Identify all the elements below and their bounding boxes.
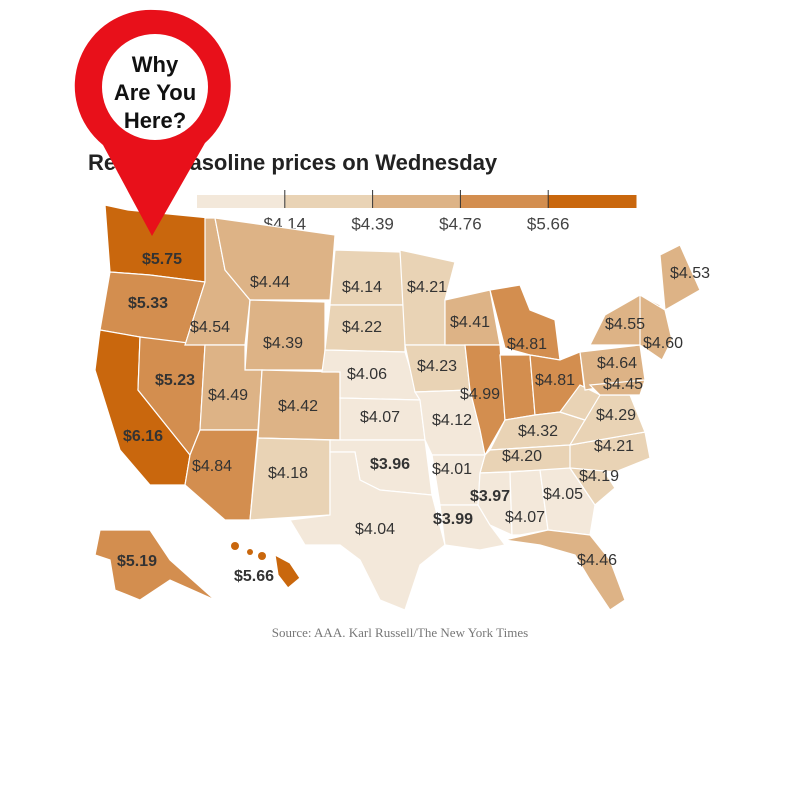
- pin: Why Are You Here?: [74, 9, 231, 236]
- state-label: $4.53: [670, 265, 710, 282]
- state-label: $5.23: [155, 372, 195, 389]
- state-label: $4.21: [407, 279, 447, 296]
- state-label: $6.16: [123, 428, 163, 445]
- state-label: $4.39: [263, 335, 303, 352]
- state-label: $4.45: [603, 376, 643, 393]
- state-label: $4.07: [505, 509, 545, 526]
- state-label: $4.12: [432, 412, 472, 429]
- island: [258, 552, 266, 560]
- source: Source: AAA. Karl Russell/The New York T…: [272, 625, 528, 640]
- state-label: $4.99: [460, 386, 500, 403]
- state-label: $4.01: [432, 461, 472, 478]
- state-label: $4.05: [543, 486, 583, 503]
- pin-text: Why: [132, 52, 179, 77]
- state-label: $5.66: [234, 568, 274, 585]
- state-label: $3.96: [370, 456, 410, 473]
- state-label: $4.49: [208, 387, 248, 404]
- state-label: $4.19: [579, 468, 619, 485]
- state-label: $5.33: [128, 295, 168, 312]
- legend-label: $4.39: [351, 214, 394, 233]
- state-shape: [184, 429, 259, 521]
- state-shape: [499, 354, 536, 421]
- state-shape: [489, 284, 561, 361]
- state-shape: [477, 471, 513, 536]
- states: [94, 204, 701, 611]
- state-shape: [509, 469, 549, 536]
- island: [247, 549, 253, 555]
- state-shape: [329, 249, 406, 306]
- state-shape: [289, 451, 446, 611]
- state-label: $4.55: [605, 316, 645, 333]
- state-label: $4.22: [342, 319, 382, 336]
- state-label: $4.20: [502, 448, 542, 465]
- state-label: $5.19: [117, 553, 157, 570]
- state-label: $4.23: [417, 358, 457, 375]
- state-label: $4.06: [347, 366, 387, 383]
- state-label: $4.21: [594, 438, 634, 455]
- state-label: $4.46: [577, 552, 617, 569]
- state-label: $4.81: [507, 336, 547, 353]
- state-label: $4.41: [450, 314, 490, 331]
- legend-swatch: [284, 195, 374, 208]
- pin-center: [102, 34, 208, 140]
- state-label: $4.54: [190, 319, 230, 336]
- legend-swatch: [372, 195, 461, 208]
- pin-text: Here?: [124, 108, 186, 133]
- state-shape: [639, 293, 673, 361]
- state-label: $5.75: [142, 251, 182, 268]
- state-labels: $5.75 $5.33 $6.16 $5.23 $4.54 $4.44 $4.39 $4.49…: [117, 251, 710, 585]
- state-label: $4.29: [596, 407, 636, 424]
- state-label: $4.32: [518, 423, 558, 440]
- state-label: $4.14: [342, 279, 382, 296]
- island: [231, 542, 239, 550]
- state-shape: [94, 529, 216, 601]
- pin-text: Are You: [114, 80, 196, 105]
- legend-label: $4.76: [439, 214, 482, 233]
- state-shape: [659, 244, 701, 311]
- legend-swatch: [460, 195, 549, 208]
- state-label: $4.44: [250, 274, 290, 291]
- legend-swatch: [197, 195, 286, 208]
- state-label: $4.07: [360, 409, 400, 426]
- state-shape: [214, 217, 336, 301]
- state-label: $4.18: [268, 465, 308, 482]
- legend-swatch: [548, 195, 637, 208]
- state-label: $4.81: [535, 372, 575, 389]
- legend-label: $5.66: [527, 214, 570, 233]
- state-label: $3.99: [433, 511, 473, 528]
- state-label: $3.97: [470, 488, 510, 505]
- state-shape: [274, 553, 301, 589]
- state-label: $4.42: [278, 398, 318, 415]
- state-label: $4.04: [355, 521, 395, 538]
- state-label: $4.60: [643, 335, 683, 352]
- state-label: $4.84: [192, 458, 232, 475]
- state-shape: [504, 529, 626, 611]
- state-shape: [588, 379, 646, 396]
- state-label: $4.64: [597, 355, 637, 372]
